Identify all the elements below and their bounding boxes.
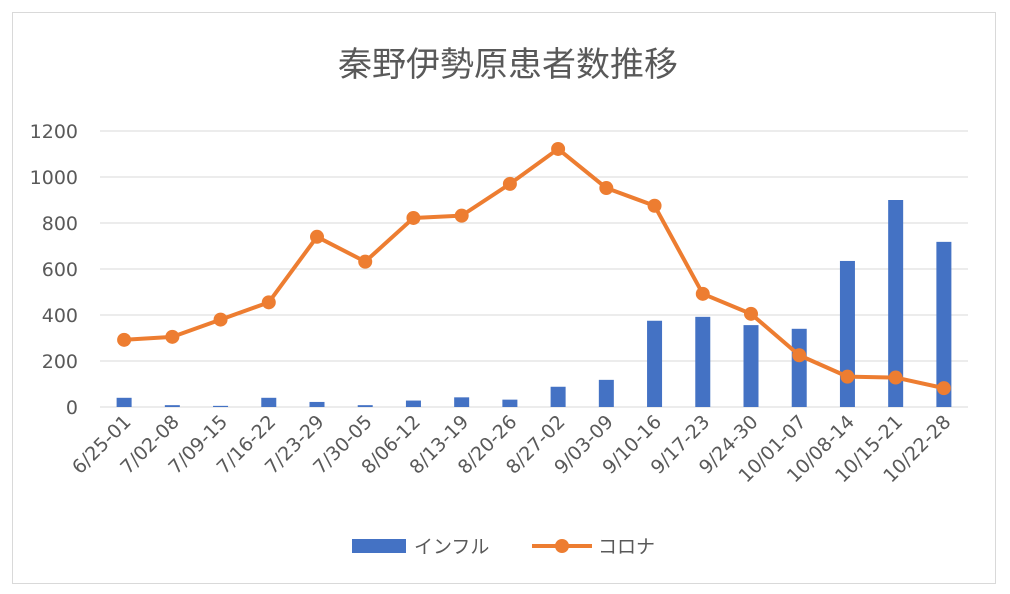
bar: [598, 379, 614, 407]
bar: [309, 401, 325, 407]
line-point: [792, 348, 807, 363]
line-point: [165, 329, 180, 344]
legend-label-bar: インフル: [414, 536, 489, 558]
line-point: [310, 229, 324, 244]
bar: [888, 200, 904, 407]
line-point: [888, 370, 903, 385]
line-point: [117, 332, 132, 347]
y-tick-label: 1000: [30, 167, 78, 189]
y-tick-label: 800: [42, 213, 78, 235]
x-axis-ticks: 6/25-017/02-087/09-157/16-227/23-297/30-…: [68, 411, 955, 487]
bar: [116, 397, 132, 407]
bar: [936, 241, 952, 407]
line-point: [695, 286, 710, 301]
gridlines: [100, 130, 968, 408]
line-point: [406, 210, 421, 225]
line-point: [744, 306, 758, 321]
y-axis-ticks: 0 200 400 600 800 1000 1200: [30, 121, 78, 419]
line-point: [647, 198, 662, 213]
y-tick-label: 0: [66, 397, 78, 419]
bar: [454, 397, 470, 407]
line-point: [599, 181, 614, 196]
bar: [357, 405, 373, 407]
legend-line-marker: [555, 539, 569, 553]
bar: [743, 325, 759, 407]
bar: [261, 397, 277, 407]
bar: [550, 386, 566, 407]
bar: [695, 316, 711, 407]
line-point: [502, 176, 517, 191]
line-point: [213, 312, 228, 327]
chart-area: [12, 12, 996, 584]
bar: [839, 260, 855, 407]
y-tick-label: 200: [42, 351, 78, 373]
line-point: [840, 369, 855, 384]
line-point: [261, 295, 276, 310]
bar: [647, 320, 663, 407]
legend-bar-swatch: [352, 539, 406, 553]
y-tick-label: 400: [42, 305, 78, 327]
series-line: [123, 146, 945, 391]
bar-series: [116, 200, 952, 407]
bar: [213, 405, 229, 407]
line-point: [936, 381, 951, 396]
y-tick-label: 600: [42, 259, 78, 281]
line-point: [551, 141, 566, 156]
line-series: [117, 141, 951, 396]
line-point: [358, 254, 373, 269]
bar: [405, 400, 421, 407]
legend-label-line: コロナ: [598, 536, 655, 558]
bar: [502, 399, 518, 407]
bar: [791, 328, 807, 407]
legend: インフル コロナ: [352, 536, 655, 558]
y-tick-label: 1200: [30, 121, 78, 143]
chart-title: 秦野伊勢原患者数推移: [338, 45, 678, 85]
bar: [164, 405, 180, 407]
line-point: [454, 208, 469, 223]
